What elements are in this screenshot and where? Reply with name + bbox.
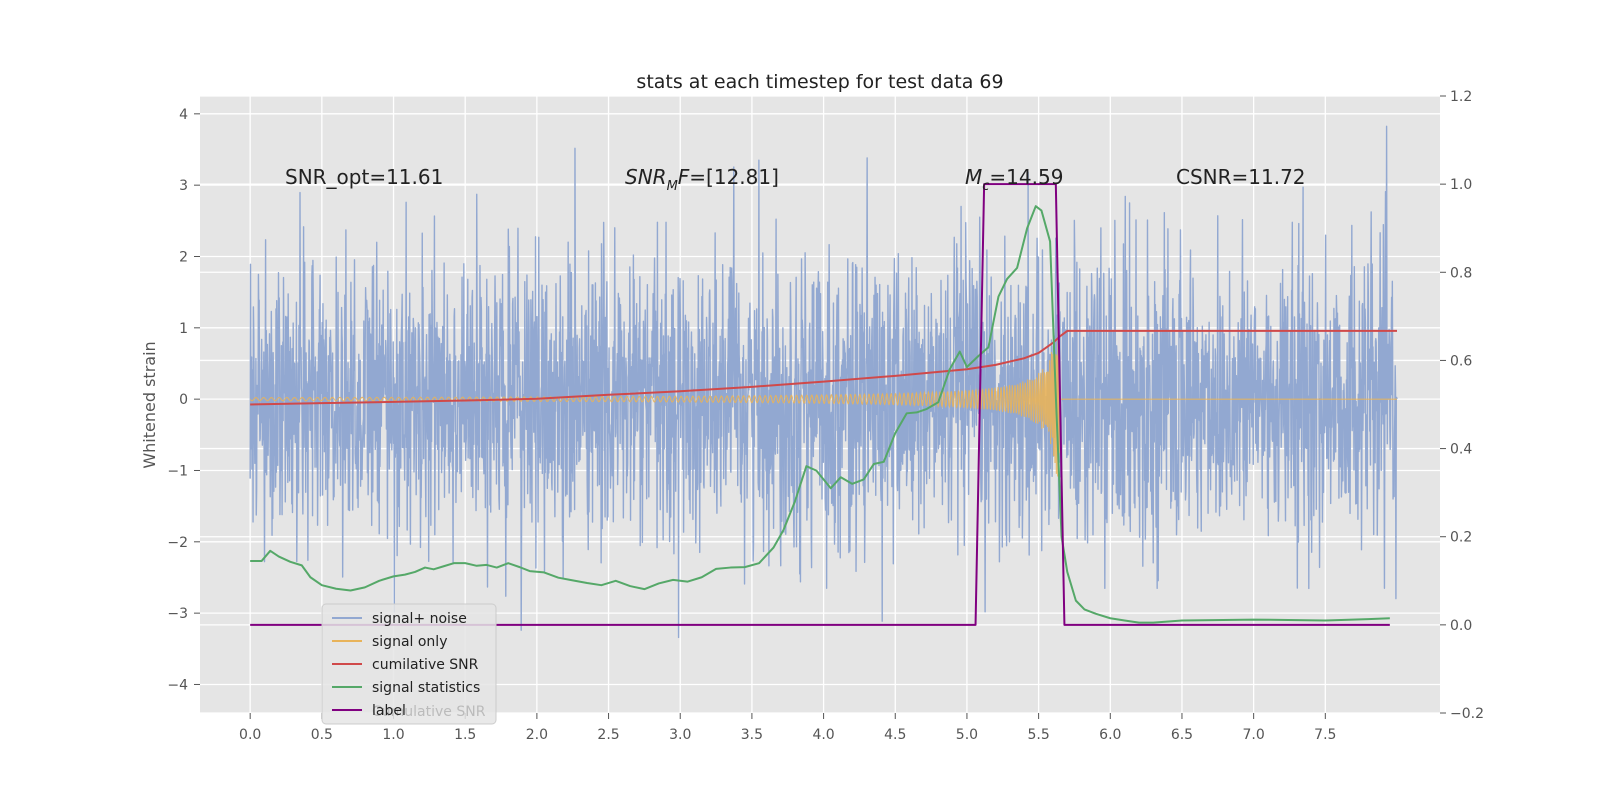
x-tick-label: 4.5	[884, 727, 906, 743]
series-signal-noise	[249, 125, 1398, 639]
annotation-csnr: CSNR=11.72	[1176, 165, 1306, 189]
legend-label: cumilative SNR	[372, 657, 479, 673]
y-tick-label-right: 1.2	[1450, 89, 1472, 105]
x-tick-label: 6.0	[1099, 727, 1121, 743]
x-tick-label: 5.0	[956, 727, 978, 743]
y-tick-label-left: 4	[179, 107, 188, 123]
annotation-snr-opt: SNR_opt=11.61	[285, 165, 443, 189]
x-tick-label: 1.0	[382, 727, 404, 743]
y-tick-label-left: −1	[167, 463, 188, 479]
annotation-mc: Mc=14.59	[965, 165, 1063, 194]
series-signal-statistics	[250, 205, 1390, 624]
x-tick-label: 3.5	[741, 727, 763, 743]
y-tick-label-right: 0.4	[1450, 442, 1472, 458]
y-tick-label-left: −3	[167, 606, 188, 622]
y-tick-label-left: 3	[179, 178, 188, 194]
y-tick-label-left: 2	[179, 249, 188, 265]
y-tick-label-right: 1.0	[1450, 177, 1472, 193]
x-tick-label: 0.5	[311, 727, 333, 743]
x-tick-label: 5.5	[1027, 727, 1049, 743]
legend-label: signal+ noise	[372, 611, 467, 627]
legend-box	[321, 603, 497, 725]
x-tick-label: 0.0	[239, 727, 261, 743]
legend-label: label	[372, 703, 406, 719]
x-tick-label: 2.5	[597, 727, 619, 743]
y-tick-label-left: −2	[167, 535, 188, 551]
x-tick-label: 4.0	[812, 727, 834, 743]
annotation-snr-mf: SNRMF=[12.81]	[625, 165, 779, 194]
x-tick-label: 6.5	[1171, 727, 1193, 743]
x-tick-label: 3.0	[669, 727, 691, 743]
x-tick-label: 1.5	[454, 727, 476, 743]
legend: Cumulative SNR signal+ noise signal only cu…	[321, 603, 497, 725]
y-tick-label-left: 1	[179, 321, 188, 337]
series-cumilative-snr	[250, 329, 1397, 406]
y-tick-label-left: −4	[167, 677, 188, 693]
legend-ghost-text: Cumulative SNR	[372, 704, 486, 720]
legend-label: signal statistics	[372, 680, 480, 696]
legend-label: signal only	[372, 634, 447, 650]
y-tick-label-right: 0.0	[1450, 618, 1472, 634]
x-tick-label: 2.0	[526, 727, 548, 743]
y-tick-label-right: −0.2	[1450, 706, 1484, 722]
y-tick-label-left: 0	[179, 392, 188, 408]
axis-ticks: 0.0 0.5 1.0 1.5 2.0 2.5 3.0 3.5 4.0 4.5 5.0 5.5 6.0 6…	[167, 89, 1484, 743]
y-tick-label-right: 0.6	[1450, 353, 1472, 369]
chart-title: stats at each timestep for test data 69	[636, 71, 1003, 93]
data-series-layer	[249, 125, 1398, 639]
y-tick-label-right: 0.8	[1450, 265, 1472, 281]
series-signal-only	[249, 304, 1397, 477]
series-label	[250, 183, 1390, 626]
x-tick-label: 7.5	[1314, 727, 1336, 743]
y-axis-label-left: Whitened strain	[140, 341, 159, 468]
x-tick-label: 7.0	[1243, 727, 1265, 743]
y-tick-label-right: 0.2	[1450, 530, 1472, 546]
